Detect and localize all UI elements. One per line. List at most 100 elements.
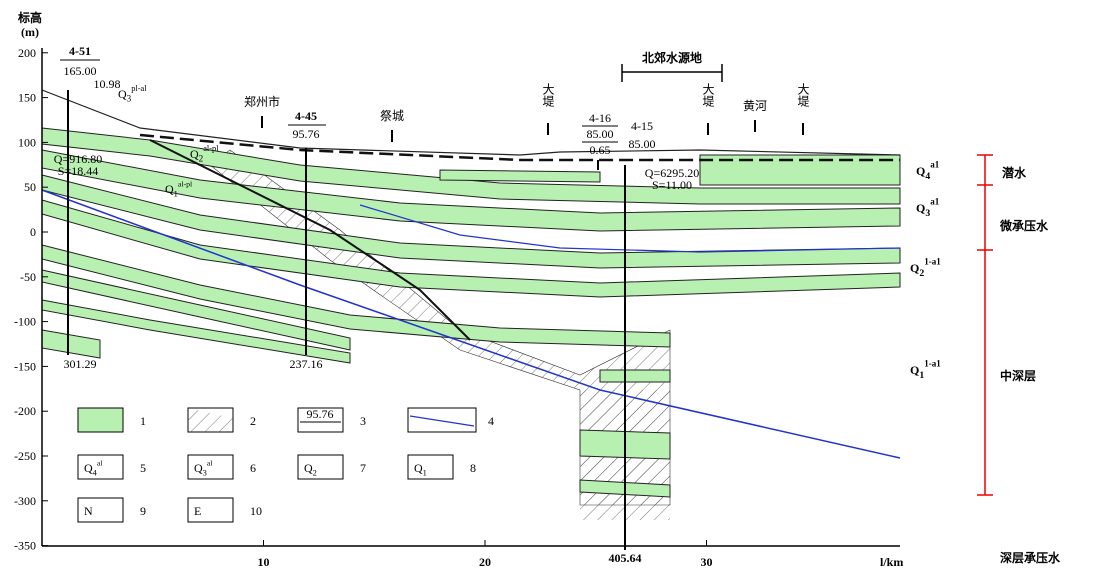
legend-box xyxy=(77,454,124,480)
water-source: 北郊水源地 xyxy=(642,50,702,65)
layer xyxy=(439,169,601,183)
borehole-elevation: 85.00 xyxy=(629,137,656,151)
stratum-label: Q21-a1 xyxy=(910,257,941,279)
zone-label: 中深层 xyxy=(1000,368,1036,383)
place-name: 大堤 xyxy=(701,83,715,107)
borehole-id: 4-15 xyxy=(631,119,653,133)
stratum-sup: a1 xyxy=(930,160,940,170)
borehole-id: 4-16 xyxy=(589,111,611,125)
stratum-base: N xyxy=(84,504,93,518)
stratum-sub: 1 xyxy=(423,467,427,477)
stratum-label: Q3pl-al xyxy=(118,84,147,104)
stratum-base: Q xyxy=(414,461,423,475)
legend-box xyxy=(407,454,454,480)
borehole-elevation: 165.00 xyxy=(64,64,97,78)
x-axis-unit: l/km xyxy=(880,555,903,569)
place-name: 大堤 xyxy=(541,83,555,107)
y-tick-label: 0 xyxy=(30,225,36,239)
place-name: 黄河 xyxy=(743,99,767,113)
stratum-base: Q xyxy=(916,201,925,215)
stratum-sub: 3 xyxy=(203,467,207,477)
legend-box xyxy=(77,407,124,433)
layer xyxy=(699,154,901,186)
stratum-sup: a1 xyxy=(930,197,940,207)
stratum-base: Q xyxy=(194,461,203,475)
pump-test: Q=6295.20 xyxy=(645,166,699,180)
stratum-base: Q xyxy=(910,261,919,275)
pump-test: Q=916.80 xyxy=(54,152,102,166)
stratum-label: N xyxy=(84,504,93,518)
legend-box xyxy=(407,407,477,433)
stratum-sub: 3 xyxy=(925,208,930,219)
stratum-label: Q4a1 xyxy=(916,160,940,182)
legend-number: 9 xyxy=(140,504,146,518)
layer xyxy=(41,127,901,205)
zone-label: 微承压水 xyxy=(999,218,1049,233)
stratum-sup: al xyxy=(97,459,103,468)
boundary-line xyxy=(41,189,901,459)
stratum-sup: 1-a1 xyxy=(924,257,941,267)
stratum-label: Q3al xyxy=(194,459,213,478)
zone-label: 潜水 xyxy=(1002,165,1027,180)
legend-number: 6 xyxy=(250,461,256,475)
legend-box xyxy=(297,454,344,480)
y-tick-label: 200 xyxy=(18,46,36,60)
legend-swatch xyxy=(188,408,233,432)
x-tick-label: 10 xyxy=(258,555,270,569)
borehole-id: 4-45 xyxy=(295,109,317,123)
y-tick-label: -350 xyxy=(14,539,36,553)
layer xyxy=(41,199,901,298)
legend-number: 3 xyxy=(360,414,366,428)
y-tick-label: -200 xyxy=(14,404,36,418)
y-tick-label: -150 xyxy=(14,359,36,373)
stratum-label: Q11-a1 xyxy=(910,359,941,381)
layer xyxy=(41,329,101,359)
borehole-depth: 405.64 xyxy=(609,551,642,565)
y-tick-label: 100 xyxy=(18,135,36,149)
borehole-water: 0.65 xyxy=(590,143,611,157)
stratum-sub: 1 xyxy=(919,370,924,381)
layer xyxy=(41,174,901,269)
stratum-label: Q1al-pl xyxy=(165,180,193,199)
stratum-base: Q xyxy=(118,87,127,101)
zone-label: 深层承压水 xyxy=(1000,550,1061,565)
stratum-sup: al-pl xyxy=(203,144,219,153)
stratum-sub: 4 xyxy=(93,467,98,477)
stratum-label: Q1 xyxy=(414,461,427,477)
stratum-base: Q xyxy=(916,164,925,178)
y-tick-label: -300 xyxy=(14,494,36,508)
legend-number: 4 xyxy=(488,414,494,428)
stratum-label: E xyxy=(194,504,201,518)
legend-number: 8 xyxy=(470,461,476,475)
borehole-elevation: 95.76 xyxy=(293,127,320,141)
stratum-base: Q xyxy=(304,461,313,475)
legend-box xyxy=(77,497,124,523)
y-axis-unit: (m) xyxy=(21,25,39,39)
stratum-sub: 4 xyxy=(925,171,930,182)
borehole-depth: 237.16 xyxy=(290,357,323,371)
water-table xyxy=(139,133,900,162)
y-tick-label: -50 xyxy=(20,270,36,284)
stratum-label: Q2al-pl xyxy=(190,144,219,164)
stratum-sub: 2 xyxy=(199,154,204,164)
legend-number: 5 xyxy=(140,461,146,475)
ground-surface xyxy=(41,89,901,156)
legend-box xyxy=(297,407,344,433)
y-tick-label: -250 xyxy=(14,449,36,463)
stratum-base: Q xyxy=(165,182,174,196)
geology xyxy=(41,89,901,550)
legend-line xyxy=(409,415,475,427)
stratum-sub: 2 xyxy=(919,268,924,279)
stratum-sup: pl-al xyxy=(131,84,147,93)
fault xyxy=(149,139,471,341)
pump-test: S=11.00 xyxy=(652,178,692,192)
place-name: 郑州市 xyxy=(244,94,280,109)
y-axis-title: 标高 xyxy=(17,10,42,25)
borehole-elevation: 85.00 xyxy=(587,127,614,141)
stratum-sub: 1 xyxy=(174,188,178,198)
legend-box xyxy=(187,497,234,523)
stratum-sup: al xyxy=(207,459,213,468)
place-name: 祭城 xyxy=(380,109,404,123)
stratum-label: Q4al xyxy=(84,459,103,478)
